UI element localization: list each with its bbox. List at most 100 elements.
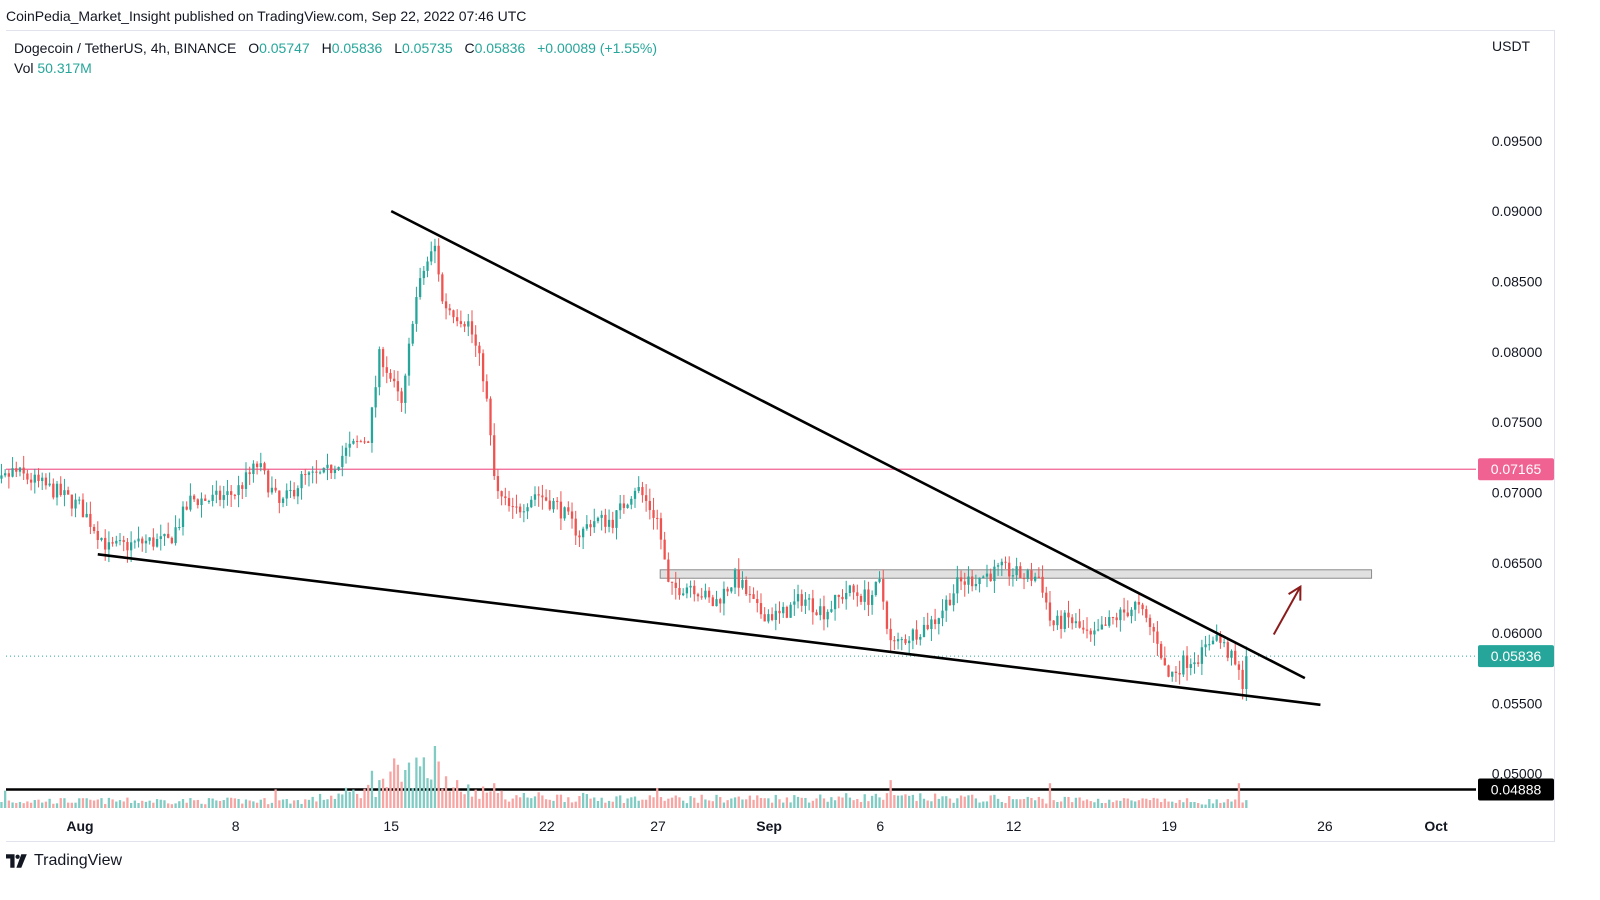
candle-body <box>33 474 36 483</box>
candle-body <box>1052 620 1055 626</box>
candle-body <box>548 500 551 510</box>
volume-bar <box>289 803 292 808</box>
candle-body <box>607 519 611 527</box>
candle-body <box>971 576 974 587</box>
candle-body <box>674 582 677 588</box>
candle-body <box>641 487 644 496</box>
volume-bar <box>370 770 374 808</box>
volume-bar <box>1004 802 1007 808</box>
candle-body <box>837 594 840 597</box>
candle-body <box>511 506 514 508</box>
candle-body <box>1045 592 1048 603</box>
candle-body <box>1130 609 1133 617</box>
candle-body <box>1008 562 1011 577</box>
volume-bar <box>711 801 714 808</box>
volume-bar <box>133 800 136 808</box>
candle-body <box>126 541 129 551</box>
candle-body <box>1219 634 1222 643</box>
volume-bar <box>971 794 974 808</box>
candle-body <box>267 470 270 493</box>
candle-body <box>656 517 659 519</box>
x-tick-label: 19 <box>1161 818 1177 834</box>
volume-bar <box>174 803 177 808</box>
volume-bar <box>1141 798 1144 808</box>
candle-body <box>1137 601 1141 605</box>
volume-bar <box>519 797 522 808</box>
candle-body <box>89 513 92 527</box>
volume-bar <box>15 802 18 808</box>
candle-body <box>600 514 603 518</box>
candle-body <box>889 628 892 641</box>
candle-body <box>745 579 748 595</box>
volume-bar <box>196 799 199 808</box>
support-level-badge <box>1478 778 1554 801</box>
close-value: 0.05836 <box>474 40 526 56</box>
candle-body <box>52 483 55 498</box>
volume-bar <box>444 776 448 808</box>
volume-bar <box>85 798 88 808</box>
candle-body <box>604 514 607 527</box>
candle-body <box>178 526 181 528</box>
candle-body <box>1011 575 1015 577</box>
candle-body <box>259 463 262 468</box>
volume-bar <box>1089 801 1092 808</box>
candle-body <box>926 624 929 630</box>
open-label: O <box>248 40 260 56</box>
volume-bar <box>570 802 574 808</box>
candle-body <box>404 375 407 403</box>
volume-bar <box>785 797 789 808</box>
candle-body <box>430 251 433 262</box>
candle-body <box>937 618 940 625</box>
candle-body <box>222 495 225 500</box>
candle-body <box>237 485 240 496</box>
candle-body <box>1200 647 1204 664</box>
volume-bar <box>70 802 73 808</box>
volume-bar <box>355 793 359 808</box>
candle-body <box>422 270 425 279</box>
candle-body <box>737 569 740 588</box>
candle-body <box>226 491 229 496</box>
volume-bar <box>619 795 622 808</box>
candle-body <box>941 610 944 619</box>
candle-body <box>530 499 533 508</box>
candle-body <box>1056 615 1059 626</box>
candle-body <box>433 245 437 252</box>
candle-body <box>485 381 488 399</box>
volume-bar <box>611 801 614 808</box>
volume-bar <box>670 797 674 808</box>
candle-body <box>756 599 759 604</box>
candle-body <box>55 483 59 498</box>
candle-body <box>959 577 963 582</box>
candle-body <box>1145 609 1148 618</box>
volume-bar <box>1211 803 1215 808</box>
volume-bar <box>770 802 774 808</box>
volume-bar <box>274 789 277 808</box>
tradingview-footer[interactable]: TradingView <box>6 852 122 870</box>
volume-bar <box>1093 802 1096 808</box>
volume-bar <box>607 800 611 808</box>
candle-body <box>682 593 685 596</box>
volume-bar <box>1119 800 1122 808</box>
candle-body <box>185 506 188 510</box>
candle-body <box>426 261 429 271</box>
candle-body <box>111 542 114 544</box>
candle-body <box>393 378 396 382</box>
volume-bar <box>989 795 992 808</box>
volume-bar <box>641 799 644 808</box>
x-tick-label: 15 <box>383 818 399 834</box>
candle-body <box>504 496 507 499</box>
candle-body <box>570 511 574 519</box>
candle-body <box>115 540 118 544</box>
volume-bar <box>367 784 370 808</box>
candle-body <box>908 640 911 644</box>
candle-body <box>159 536 162 539</box>
volume-bar <box>1156 798 1159 808</box>
candle-body <box>885 601 889 629</box>
volume-bar <box>1067 796 1070 808</box>
candle-body <box>92 526 96 532</box>
candle-body <box>378 349 381 388</box>
candle-body <box>782 606 785 614</box>
volume-bar <box>833 800 837 808</box>
volume-bar <box>441 788 444 808</box>
